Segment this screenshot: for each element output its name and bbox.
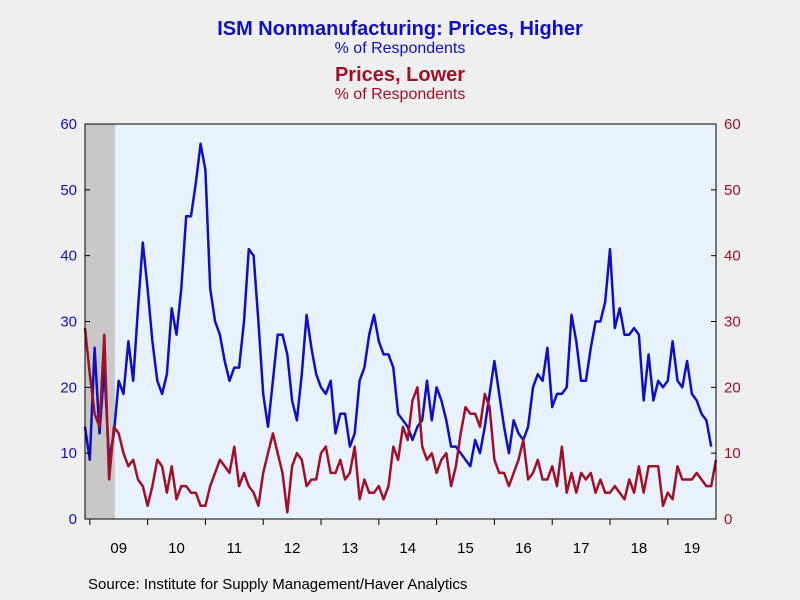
x-tick-label: 15: [457, 540, 474, 557]
x-tick-label: 18: [631, 540, 648, 557]
y-tick-label-right: 20: [724, 379, 741, 396]
y-tick-label-left: 60: [60, 116, 77, 133]
chart-title: ISM Nonmanufacturing: Prices, Higher: [217, 18, 583, 40]
x-tick-label: 13: [342, 540, 359, 557]
y-tick-label-left: 30: [60, 314, 77, 331]
x-tick-label: 19: [684, 540, 701, 557]
chart-subtitle: % of Respondents: [334, 40, 466, 57]
chart-title-2: Prices, Lower: [334, 64, 466, 86]
x-tick-label: 10: [168, 540, 185, 557]
x-tick-label: 12: [284, 540, 301, 557]
y-tick-label-left: 10: [60, 445, 77, 462]
y-tick-label-left: 20: [60, 379, 77, 396]
x-tick-label: 17: [573, 540, 590, 557]
series-line-prices-lower: [83, 327, 718, 514]
chart-subtitle-2: % of Respondents: [334, 86, 466, 103]
y-tick-label-left: 50: [60, 182, 77, 199]
y-tick-label-right: 60: [724, 116, 741, 133]
series-line-prices-higher: [83, 142, 713, 468]
x-tick-label: 11: [227, 540, 243, 557]
x-tick-label: 16: [515, 540, 532, 557]
y-tick-label-right: 10: [724, 445, 741, 462]
source-note: Source: Institute for Supply Management/…: [88, 576, 468, 593]
x-tick-label: 09: [110, 540, 127, 557]
y-tick-label-right: 30: [724, 314, 741, 331]
y-tick-label-left: 40: [60, 248, 77, 265]
y-tick-label-right: 0: [724, 511, 732, 528]
x-tick-label: 14: [399, 540, 416, 557]
y-tick-label-right: 50: [724, 182, 741, 199]
plot-area: [85, 124, 716, 519]
y-tick-label-right: 40: [724, 248, 741, 265]
y-tick-label-left: 0: [69, 511, 77, 528]
